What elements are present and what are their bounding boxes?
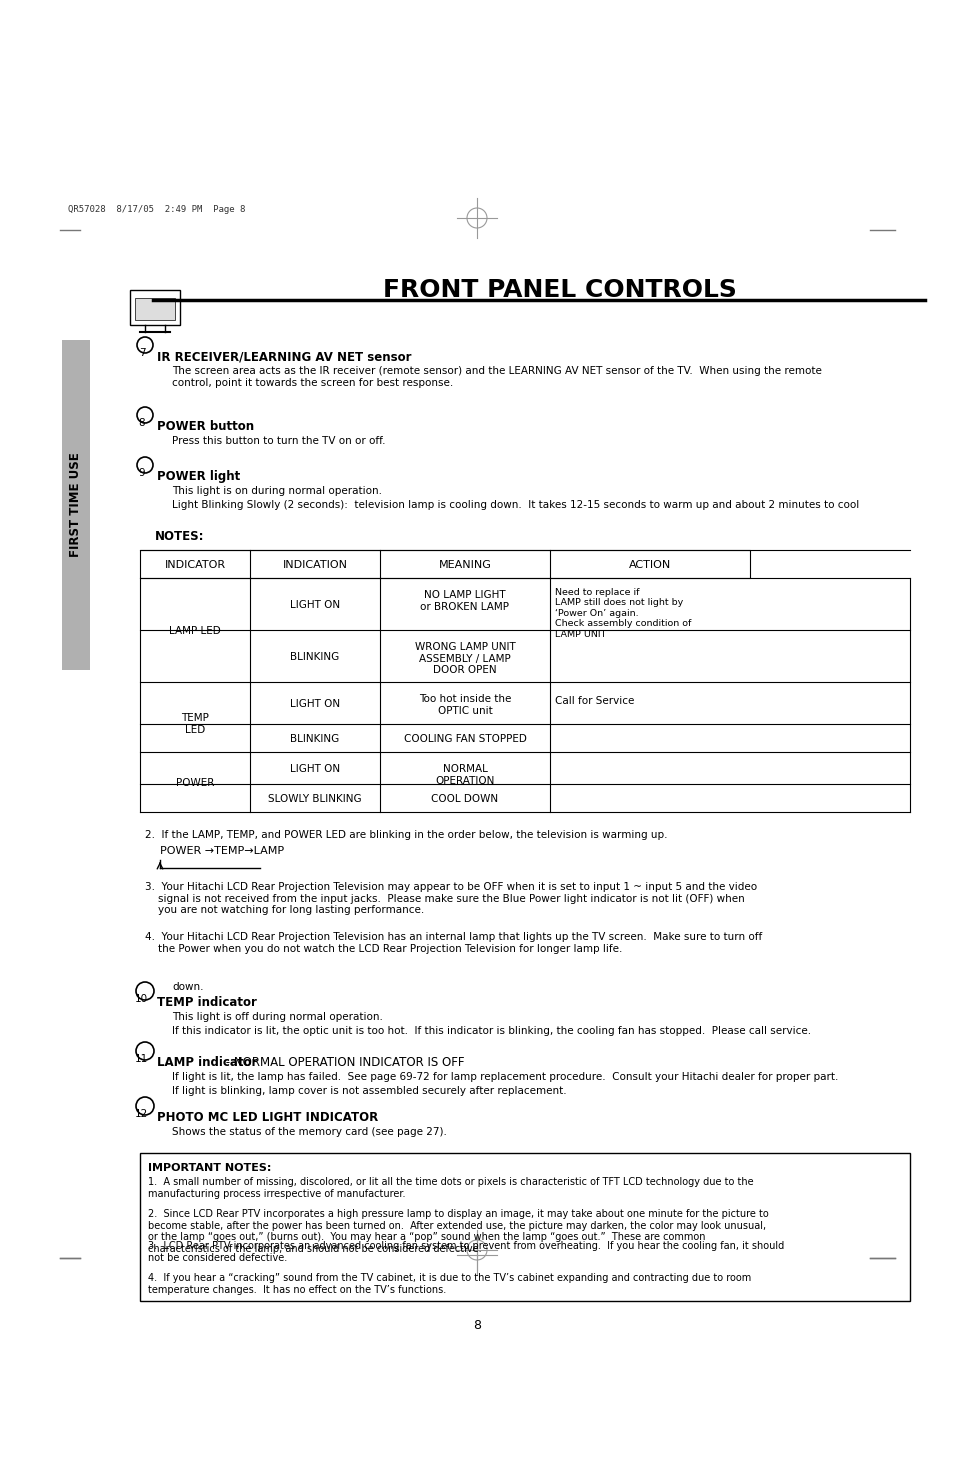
- Text: down.: down.: [172, 982, 203, 993]
- Text: POWER: POWER: [175, 777, 214, 788]
- Text: COOL DOWN: COOL DOWN: [431, 794, 498, 804]
- Text: POWER button: POWER button: [157, 420, 253, 434]
- Text: ACTION: ACTION: [628, 560, 670, 569]
- Text: POWER →TEMP→LAMP: POWER →TEMP→LAMP: [160, 847, 284, 856]
- Text: WRONG LAMP UNIT
ASSEMBLY / LAMP
DOOR OPEN: WRONG LAMP UNIT ASSEMBLY / LAMP DOOR OPE…: [415, 642, 515, 676]
- Text: MEANING: MEANING: [438, 560, 491, 569]
- Text: Light Blinking Slowly (2 seconds):  television lamp is cooling down.  It takes 1: Light Blinking Slowly (2 seconds): telev…: [172, 500, 859, 510]
- Text: LAMP indicator: LAMP indicator: [157, 1056, 257, 1069]
- Text: INDICATOR: INDICATOR: [164, 560, 225, 569]
- Text: NO LAMP LIGHT
or BROKEN LAMP: NO LAMP LIGHT or BROKEN LAMP: [420, 590, 509, 612]
- Text: Call for Service: Call for Service: [555, 696, 634, 707]
- Text: NOTES:: NOTES:: [154, 530, 204, 543]
- FancyBboxPatch shape: [140, 550, 749, 578]
- Text: TEMP
LED: TEMP LED: [181, 712, 209, 735]
- Text: LAMP LED: LAMP LED: [169, 625, 221, 636]
- Text: TEMP indicator: TEMP indicator: [157, 996, 256, 1009]
- Text: 11: 11: [134, 1055, 148, 1063]
- Text: BLINKING: BLINKING: [290, 652, 339, 662]
- Text: 3.  Your Hitachi LCD Rear Projection Television may appear to be OFF when it is : 3. Your Hitachi LCD Rear Projection Tele…: [145, 882, 757, 914]
- Text: 8: 8: [138, 417, 145, 428]
- Text: Need to replace if
LAMP still does not light by
‘Power On’ again.
Check assembly: Need to replace if LAMP still does not l…: [555, 589, 691, 639]
- Text: INDICATION: INDICATION: [282, 560, 347, 569]
- Text: Too hot inside the
OPTIC unit: Too hot inside the OPTIC unit: [418, 695, 511, 715]
- Text: The screen area acts as the IR receiver (remote sensor) and the LEARNING AV NET : The screen area acts as the IR receiver …: [172, 366, 821, 388]
- Text: Shows the status of the memory card (see page 27).: Shows the status of the memory card (see…: [172, 1127, 446, 1137]
- Text: 10: 10: [134, 994, 148, 1004]
- Text: 12: 12: [134, 1109, 148, 1120]
- Text: If light is lit, the lamp has failed.  See page 69-72 for lamp replacement proce: If light is lit, the lamp has failed. Se…: [172, 1072, 838, 1083]
- Text: This light is on during normal operation.: This light is on during normal operation…: [172, 485, 381, 496]
- Text: IR RECEIVER/LEARNING AV NET sensor: IR RECEIVER/LEARNING AV NET sensor: [157, 350, 411, 363]
- Text: COOLING FAN STOPPED: COOLING FAN STOPPED: [403, 735, 526, 743]
- Text: If light is blinking, lamp cover is not assembled securely after replacement.: If light is blinking, lamp cover is not …: [172, 1086, 566, 1096]
- Text: IMPORTANT NOTES:: IMPORTANT NOTES:: [148, 1162, 271, 1173]
- Text: 4.  If you hear a “cracking” sound from the TV cabinet, it is due to the TV’s ca: 4. If you hear a “cracking” sound from t…: [148, 1273, 750, 1295]
- Text: PHOTO MC LED LIGHT INDICATOR: PHOTO MC LED LIGHT INDICATOR: [157, 1111, 377, 1124]
- FancyBboxPatch shape: [135, 298, 174, 320]
- Text: FIRST TIME USE: FIRST TIME USE: [70, 453, 82, 558]
- Text: If this indicator is lit, the optic unit is too hot.  If this indicator is blink: If this indicator is lit, the optic unit…: [172, 1027, 810, 1035]
- Text: Press this button to turn the TV on or off.: Press this button to turn the TV on or o…: [172, 437, 385, 445]
- Text: LIGHT ON: LIGHT ON: [290, 600, 339, 611]
- FancyBboxPatch shape: [62, 341, 90, 670]
- Text: FRONT PANEL CONTROLS: FRONT PANEL CONTROLS: [383, 277, 736, 302]
- Text: 2.  If the LAMP, TEMP, and POWER LED are blinking in the order below, the televi: 2. If the LAMP, TEMP, and POWER LED are …: [145, 830, 667, 839]
- Text: POWER light: POWER light: [157, 471, 240, 482]
- FancyBboxPatch shape: [140, 1153, 909, 1301]
- Text: 3.  LCD Rear PTV incorporates an advanced cooling fan system to prevent from ove: 3. LCD Rear PTV incorporates an advanced…: [148, 1240, 783, 1263]
- Text: BLINKING: BLINKING: [290, 735, 339, 743]
- FancyBboxPatch shape: [130, 291, 180, 324]
- Text: 1.  A small number of missing, discolored, or lit all the time dots or pixels is: 1. A small number of missing, discolored…: [148, 1177, 753, 1199]
- Text: NORMAL
OPERATION: NORMAL OPERATION: [435, 764, 495, 786]
- Text: 9: 9: [138, 468, 145, 478]
- Text: This light is off during normal operation.: This light is off during normal operatio…: [172, 1012, 382, 1022]
- Text: QR57028  8/17/05  2:49 PM  Page 8: QR57028 8/17/05 2:49 PM Page 8: [68, 205, 245, 214]
- Text: SLOWLY BLINKING: SLOWLY BLINKING: [268, 794, 361, 804]
- Text: 8: 8: [473, 1319, 480, 1332]
- Text: 7: 7: [138, 348, 145, 358]
- Text: LIGHT ON: LIGHT ON: [290, 699, 339, 709]
- Text: 4.  Your Hitachi LCD Rear Projection Television has an internal lamp that lights: 4. Your Hitachi LCD Rear Projection Tele…: [145, 932, 761, 954]
- Text: - NORMAL OPERATION INDICATOR IS OFF: - NORMAL OPERATION INDICATOR IS OFF: [222, 1056, 464, 1069]
- Text: 2.  Since LCD Rear PTV incorporates a high pressure lamp to display an image, it: 2. Since LCD Rear PTV incorporates a hig…: [148, 1210, 768, 1254]
- Text: LIGHT ON: LIGHT ON: [290, 764, 339, 774]
